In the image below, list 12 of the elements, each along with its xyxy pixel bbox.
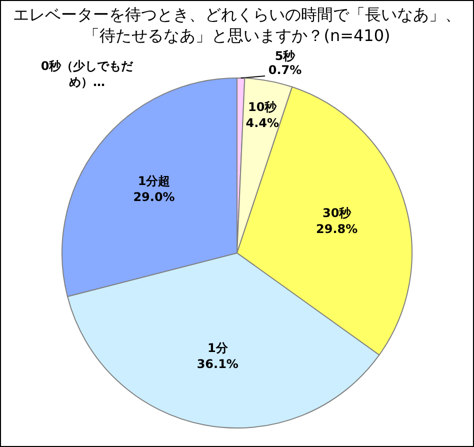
data-label: 4.4% [246,116,279,130]
data-label: 29.8% [316,222,358,236]
chart-title: エレベーターを待つとき、どれくらいの時間で「長いなあ」、「待たせるなあ」と思いますか？(n=410) [12,4,462,46]
slice-label: 10秒 [248,100,277,114]
category-label: 0秒（少しでもだめ）… [40,59,134,89]
data-label: 29.0% [133,190,175,204]
slice-label: 1分 [207,341,228,356]
data-label: 0.7% [268,63,302,77]
slice-label: 5秒 [274,49,296,63]
slice-label: 30秒 [322,206,352,220]
data-label: 36.1% [196,357,238,372]
slice-label: 1分超 [138,174,170,188]
